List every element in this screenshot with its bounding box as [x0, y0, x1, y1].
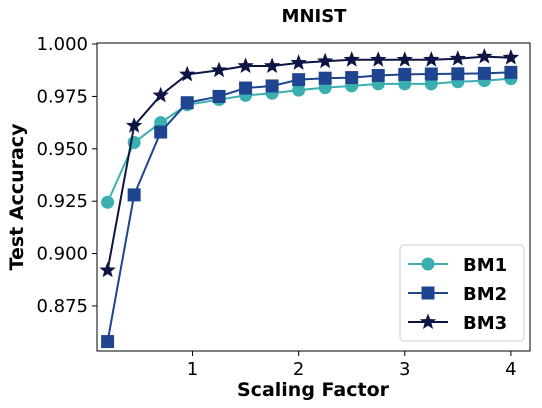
data-point	[292, 73, 306, 87]
x-axis: 1 2 3 4	[187, 351, 517, 380]
y-axis-label: Test Accuracy	[6, 123, 28, 271]
legend-item-bm2: BM2	[408, 284, 507, 305]
data-point	[396, 51, 413, 67]
data-point	[504, 65, 518, 79]
y-tick-label: 0.900	[36, 244, 88, 265]
x-tick-label: 3	[399, 359, 410, 380]
data-point	[451, 67, 465, 81]
data-point	[152, 86, 169, 103]
data-point	[127, 188, 141, 202]
data-point	[345, 71, 359, 85]
y-tick-label: 0.875	[36, 296, 88, 317]
y-axis: 0.875 0.900 0.925 0.950 0.975 1.000	[36, 34, 97, 317]
data-point	[316, 52, 334, 69]
series-line	[106, 71, 511, 342]
legend-marker	[419, 313, 437, 329]
data-point	[370, 51, 387, 67]
series-bm2	[101, 65, 518, 349]
y-tick-label: 1.000	[36, 34, 88, 55]
plot-area	[99, 48, 520, 349]
data-point	[398, 67, 412, 81]
legend-item-bm1: BM1	[408, 255, 507, 276]
series-line	[106, 55, 511, 271]
data-point	[423, 51, 440, 67]
data-point	[210, 61, 228, 78]
legend: BM1 BM2 BM3	[399, 244, 525, 342]
data-point	[290, 54, 307, 70]
x-tick-label: 2	[293, 359, 304, 380]
data-point	[263, 57, 281, 74]
x-tick-label: 1	[187, 359, 198, 380]
data-point	[318, 71, 332, 85]
legend-label: BM3	[463, 313, 507, 334]
data-point	[99, 261, 116, 278]
legend-label: BM1	[463, 255, 507, 276]
data-point	[424, 67, 438, 81]
data-point	[101, 195, 115, 209]
legend-marker	[421, 257, 435, 271]
plot-frame	[96, 42, 531, 352]
data-point	[180, 96, 194, 110]
data-point	[449, 50, 467, 66]
legend-marker	[421, 286, 435, 300]
data-point	[343, 51, 360, 67]
y-tick-label: 0.925	[36, 191, 88, 212]
data-point	[239, 81, 253, 95]
chart-title: MNIST	[282, 6, 348, 27]
data-point	[101, 335, 115, 349]
data-point	[265, 79, 279, 93]
series-line	[106, 77, 511, 203]
x-tick-label: 4	[505, 359, 516, 380]
data-point	[154, 125, 168, 139]
data-point	[179, 65, 196, 82]
legend-label: BM2	[463, 284, 507, 305]
data-point	[237, 57, 254, 74]
data-point	[477, 66, 491, 80]
data-point	[371, 68, 385, 82]
series-bm3	[99, 48, 520, 278]
x-axis-label: Scaling Factor	[237, 379, 390, 401]
legend-item-bm3: BM3	[408, 313, 507, 334]
data-point	[212, 89, 226, 103]
data-point	[125, 117, 143, 133]
y-tick-label: 0.950	[36, 139, 88, 160]
data-point	[476, 48, 493, 64]
y-tick-label: 0.975	[36, 86, 88, 107]
data-point	[502, 49, 520, 65]
